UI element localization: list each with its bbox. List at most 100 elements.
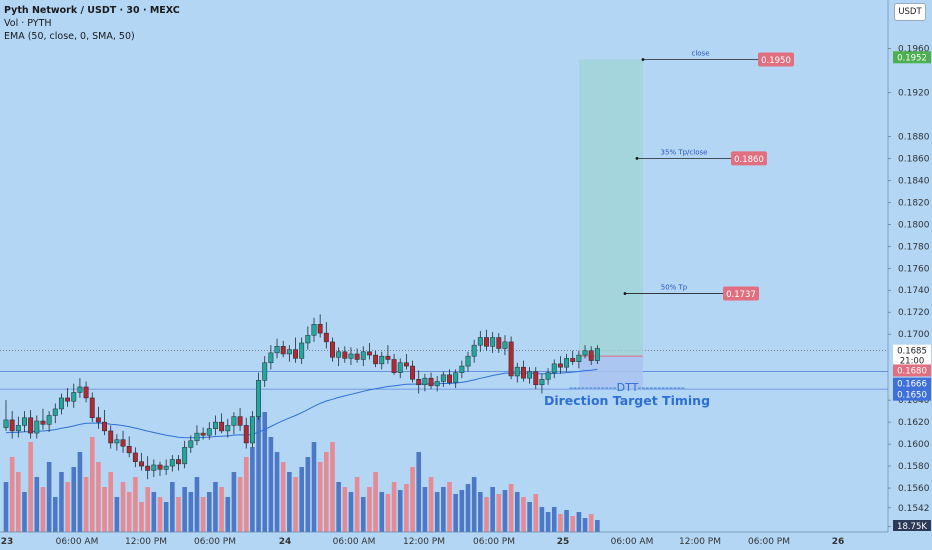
candle bbox=[459, 360, 465, 379]
candle bbox=[280, 340, 286, 358]
candle-body bbox=[533, 371, 539, 385]
chart-header: Pyth Network / USDT · 30 · MEXC Vol · PY… bbox=[4, 4, 180, 43]
candle-body bbox=[336, 351, 342, 358]
candle bbox=[391, 353, 397, 375]
y-tick-label: 0.1820 bbox=[898, 198, 930, 208]
candle bbox=[274, 338, 280, 359]
candle-body bbox=[520, 366, 526, 379]
candle-body bbox=[219, 421, 225, 432]
candle-body bbox=[120, 439, 126, 447]
x-tick-label: 12:00 PM bbox=[403, 537, 445, 547]
candle-body bbox=[206, 428, 212, 436]
volume-bar bbox=[434, 492, 440, 532]
candle-body bbox=[40, 420, 46, 425]
volume-bar bbox=[521, 497, 526, 532]
candle-body bbox=[28, 417, 34, 434]
candle bbox=[484, 329, 489, 351]
candle-body bbox=[428, 377, 434, 387]
candle bbox=[89, 392, 95, 423]
volume-badge-label: 18.75K bbox=[897, 522, 927, 532]
candle bbox=[545, 368, 551, 385]
profit-zone bbox=[579, 59, 643, 357]
target-badge bbox=[758, 52, 794, 67]
candle-body bbox=[576, 354, 582, 362]
price-badge-label: 0.1685 bbox=[897, 347, 927, 357]
annotation-label: close bbox=[691, 49, 709, 57]
candle bbox=[434, 375, 440, 392]
candle-body bbox=[231, 416, 237, 426]
candle-body bbox=[145, 465, 151, 471]
y-tick-label: 0.1860 bbox=[898, 154, 930, 164]
volume-bar bbox=[490, 487, 495, 532]
candle-body bbox=[594, 348, 600, 361]
candle-body bbox=[280, 346, 286, 355]
ema-indicator-label[interactable]: EMA (50, close, 0, SMA, 50) bbox=[4, 31, 135, 42]
volume-bar bbox=[59, 472, 64, 532]
candle bbox=[145, 456, 151, 480]
candle-body bbox=[317, 324, 323, 334]
symbol-title[interactable]: Pyth Network / USDT · 30 · MEXC bbox=[4, 5, 180, 16]
candle bbox=[366, 342, 372, 360]
candle bbox=[219, 413, 225, 434]
time-axis-area bbox=[0, 532, 888, 550]
candle-body bbox=[410, 365, 416, 380]
candle-body bbox=[490, 337, 496, 347]
candle bbox=[410, 360, 416, 383]
x-tick-label: 25 bbox=[557, 537, 570, 547]
candle bbox=[360, 346, 366, 367]
y-tick-label: 0.1720 bbox=[898, 308, 930, 318]
volume-bar bbox=[65, 482, 70, 532]
candle bbox=[77, 378, 83, 398]
candle bbox=[323, 322, 329, 349]
volume-bar bbox=[176, 497, 181, 532]
x-tick-label: 24 bbox=[279, 537, 292, 547]
candle bbox=[200, 427, 206, 440]
candle bbox=[428, 372, 434, 390]
candle-body bbox=[268, 352, 274, 364]
candle-body bbox=[274, 346, 280, 354]
candle-body bbox=[293, 349, 298, 359]
candle-body bbox=[139, 461, 144, 467]
candle-body bbox=[397, 362, 403, 373]
price-badge bbox=[893, 354, 931, 367]
candle bbox=[102, 410, 108, 436]
volume-bars bbox=[3, 392, 600, 532]
y-tick-label: 0.1920 bbox=[898, 88, 930, 98]
y-tick-label: 0.1960 bbox=[898, 44, 930, 54]
volume-bar bbox=[379, 492, 385, 532]
candle bbox=[447, 369, 452, 385]
candle-body bbox=[422, 377, 428, 385]
volume-bar bbox=[447, 482, 452, 532]
volume-bar bbox=[397, 490, 403, 532]
candle bbox=[225, 418, 231, 438]
candle-body bbox=[342, 351, 348, 359]
candle bbox=[34, 415, 40, 439]
volume-bar bbox=[102, 487, 107, 532]
candle-body bbox=[65, 397, 71, 402]
currency-button[interactable]: USDT bbox=[894, 3, 926, 21]
volume-bar bbox=[200, 497, 206, 532]
candle-body bbox=[484, 337, 489, 347]
candle-body bbox=[311, 324, 317, 336]
volume-bar bbox=[46, 462, 52, 532]
y-tick-label: 0.1880 bbox=[898, 132, 930, 142]
candle-body bbox=[188, 440, 194, 448]
candle-body bbox=[496, 337, 502, 349]
candle-body bbox=[385, 355, 391, 360]
volume-bar bbox=[428, 477, 434, 532]
volume-bar bbox=[108, 472, 114, 532]
volume-bar bbox=[348, 492, 354, 532]
price-badge-label: 0.1666 bbox=[897, 380, 927, 390]
candle-body bbox=[176, 459, 181, 465]
candle bbox=[514, 362, 520, 383]
candle bbox=[557, 356, 563, 374]
price-badge bbox=[893, 377, 931, 390]
candle-body bbox=[564, 358, 570, 368]
price-badge bbox=[893, 364, 931, 377]
price-badge-label: 0.1680 bbox=[897, 366, 927, 376]
y-tick-label: 0.1780 bbox=[898, 242, 930, 252]
volume-indicator-label[interactable]: Vol · PYTH bbox=[4, 18, 52, 29]
candle bbox=[9, 411, 15, 439]
candle-body bbox=[3, 419, 9, 428]
